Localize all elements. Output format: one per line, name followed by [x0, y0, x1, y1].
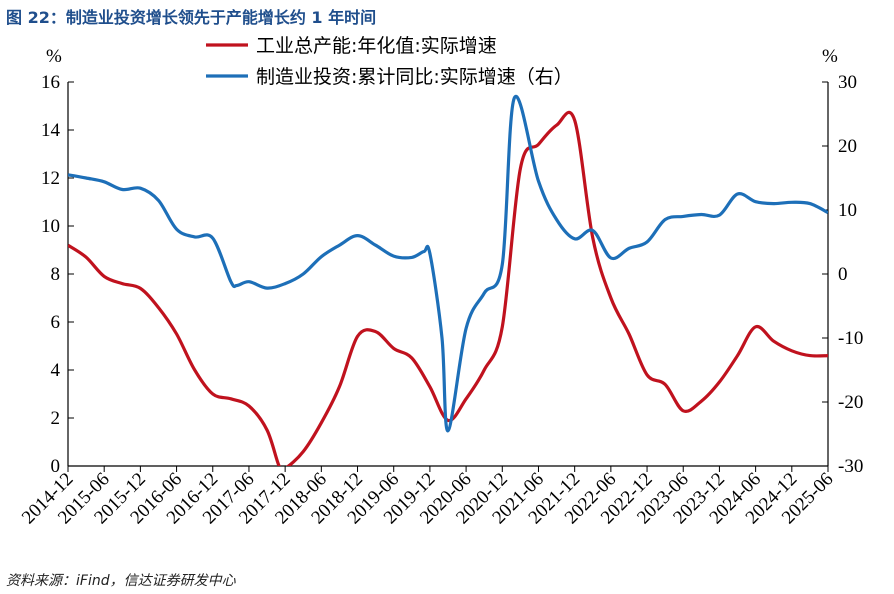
series-line-capacity	[68, 111, 828, 466]
left-tick-label: 14	[41, 120, 61, 141]
source-note: 资料来源：iFind，信达证券研发中心	[6, 573, 236, 589]
right-tick-label: 30	[838, 72, 857, 93]
legend-label: 制造业投资:累计同比:实际增速（右）	[256, 66, 573, 88]
series-line-investment	[68, 94, 828, 433]
left-tick-label: 6	[51, 312, 61, 333]
left-unit-label: %	[46, 46, 62, 67]
left-tick-label: 2	[51, 408, 61, 429]
right-tick-label: -20	[838, 392, 863, 413]
right-tick-label: 10	[838, 200, 857, 221]
left-tick-label: 10	[41, 216, 60, 237]
chart-title: 图 22：制造业投资增长领先于产能增长约 1 年时间	[6, 8, 377, 27]
left-tick-label: 16	[41, 72, 60, 93]
right-tick-label: 20	[838, 136, 857, 157]
right-tick-label: 0	[838, 264, 848, 285]
series-layer	[68, 94, 828, 466]
left-tick-label: 0	[51, 456, 61, 477]
left-tick-label: 8	[51, 264, 61, 285]
right-tick-label: -30	[838, 456, 863, 477]
left-tick-label: 4	[51, 360, 61, 381]
right-unit-label: %	[822, 46, 838, 67]
legend-label: 工业总产能:年化值:实际增速	[256, 35, 497, 57]
right-tick-label: -10	[838, 328, 863, 349]
left-tick-label: 12	[41, 168, 60, 189]
